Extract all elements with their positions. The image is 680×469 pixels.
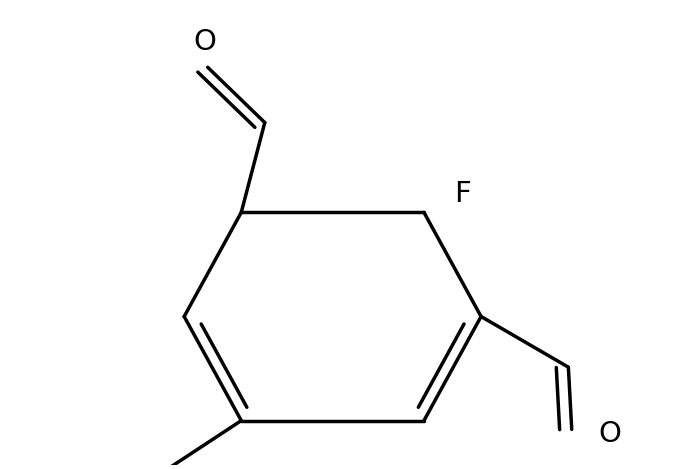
Text: F: F <box>454 180 471 208</box>
Text: O: O <box>598 420 622 448</box>
Text: O: O <box>193 28 216 56</box>
